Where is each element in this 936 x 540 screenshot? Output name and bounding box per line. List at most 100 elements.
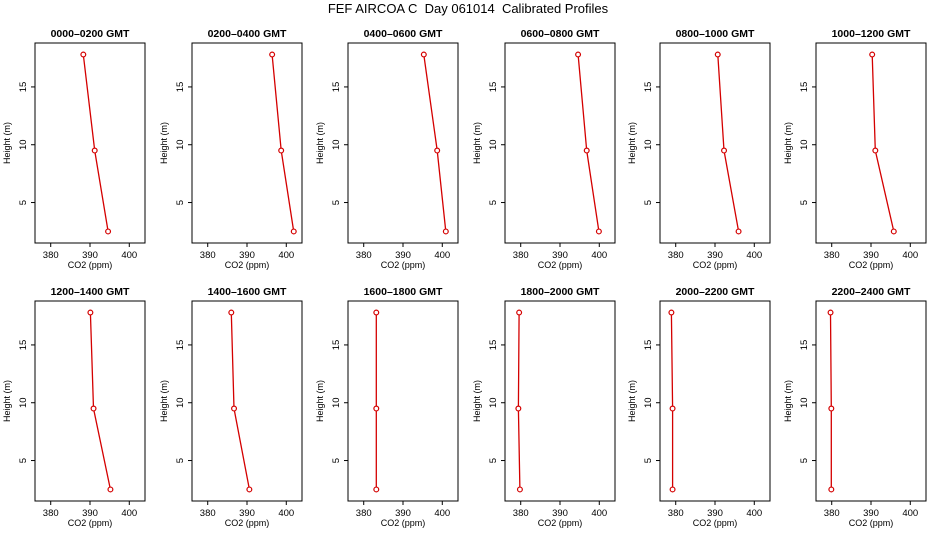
x-axis-label: CO2 (ppm) [381,518,426,528]
x-tick-label: 390 [395,508,411,519]
data-point [669,405,676,412]
x-tick-label: 390 [863,250,879,261]
data-point [735,228,742,235]
x-tick-label: 390 [82,508,98,519]
y-tick-label: 15 [331,82,342,93]
x-tick-label: 380 [43,250,59,261]
plot-frame [815,42,927,244]
y-axis-label: Height (m) [783,122,793,164]
x-tick-label: 380 [43,508,59,519]
data-point [228,309,235,316]
y-tick-label: 10 [18,139,29,150]
y-tick-label: 10 [175,139,186,150]
data-point [91,147,98,154]
y-tick-label: 10 [175,397,186,408]
y-tick-label: 5 [488,458,499,463]
y-tick-label: 5 [799,458,810,463]
plot-frame [815,300,927,502]
plot-frame [504,42,616,244]
data-point [373,405,380,412]
y-tick-label: 5 [643,458,654,463]
panel-title: 0800–1000 GMT [676,28,755,40]
x-tick-label: 390 [82,250,98,261]
y-tick-label: 5 [488,200,499,205]
x-axis-label: CO2 (ppm) [849,518,894,528]
y-tick-label: 15 [643,82,654,93]
plot-frame [659,42,771,244]
y-tick-label: 5 [799,200,810,205]
data-point [872,147,879,154]
y-tick-label: 5 [643,200,654,205]
x-tick-label: 400 [902,508,918,519]
y-tick-label: 10 [799,397,810,408]
data-point [890,228,897,235]
y-tick-label: 10 [643,139,654,150]
y-tick-label: 15 [488,340,499,351]
panel-title: 1600–1800 GMT [364,286,443,298]
y-axis-label: Height (m) [472,380,482,422]
x-axis-label: CO2 (ppm) [693,518,738,528]
data-point [668,309,675,316]
data-point [87,309,94,316]
x-tick-label: 400 [434,250,450,261]
y-tick-label: 15 [488,82,499,93]
panel-title: 0400–0600 GMT [364,28,443,40]
profile-line [82,54,109,232]
x-tick-label: 390 [707,250,723,261]
y-axis-label: Height (m) [2,122,12,164]
x-axis-label: CO2 (ppm) [225,518,270,528]
data-point [828,486,835,493]
data-point [516,309,523,316]
x-axis-label: CO2 (ppm) [68,260,113,270]
data-point [827,309,834,316]
profile-panel: 1800–2000 GMT 380 390 400 CO2 (ppm) 5 10 15 Heig… [472,286,616,528]
profile-panel: 0800–1000 GMT 380 390 400 CO2 (ppm) 5 10 15 Heig… [627,28,771,270]
panel-title: 2000–2200 GMT [676,286,755,298]
plot-frame [347,300,459,502]
x-tick-label: 380 [356,250,372,261]
profile-panel: 2200–2400 GMT 380 390 400 CO2 (ppm) 5 10 15 Heig… [783,286,927,528]
data-point [869,51,876,58]
main-title: FEF AIRCOA C Day 061014 Calibrated Profi… [327,1,609,16]
x-tick-label: 390 [552,508,568,519]
profile-line [717,54,740,232]
profile-panel: 0400–0600 GMT 380 390 400 CO2 (ppm) 5 10 15 Heig… [315,28,459,270]
panel-title: 1000–1200 GMT [832,28,911,40]
x-tick-label: 400 [591,250,607,261]
y-tick-label: 15 [18,340,29,351]
y-axis-label: Height (m) [159,122,169,164]
data-point [269,51,276,58]
y-tick-label: 15 [799,340,810,351]
y-axis-label: Height (m) [472,122,482,164]
profile-line [517,312,521,490]
x-tick-label: 400 [591,508,607,519]
x-tick-label: 380 [513,250,529,261]
y-tick-label: 10 [488,397,499,408]
x-tick-label: 400 [278,508,294,519]
plot-frame [659,300,771,502]
data-point [107,486,114,493]
data-point [80,51,87,58]
x-tick-label: 390 [552,250,568,261]
y-tick-label: 10 [799,139,810,150]
profile-panel: 1200–1400 GMT 380 390 400 CO2 (ppm) 5 10 15 Heig… [2,286,146,528]
x-tick-label: 380 [668,508,684,519]
panel-title: 0200–0400 GMT [208,28,287,40]
x-tick-label: 390 [239,250,255,261]
x-tick-label: 380 [200,250,216,261]
x-tick-label: 380 [513,508,529,519]
panel-title: 1400–1600 GMT [208,286,287,298]
profile-line [89,312,112,490]
x-axis-label: CO2 (ppm) [538,260,583,270]
data-point [434,147,441,154]
y-tick-label: 10 [643,397,654,408]
x-tick-label: 400 [121,250,137,261]
y-tick-label: 5 [175,458,186,463]
x-tick-label: 400 [746,250,762,261]
profile-panel: 2000–2200 GMT 380 390 400 CO2 (ppm) 5 10 15 Heig… [627,286,771,528]
y-tick-label: 5 [175,200,186,205]
y-tick-label: 5 [331,458,342,463]
data-point [828,405,835,412]
y-tick-label: 5 [331,200,342,205]
